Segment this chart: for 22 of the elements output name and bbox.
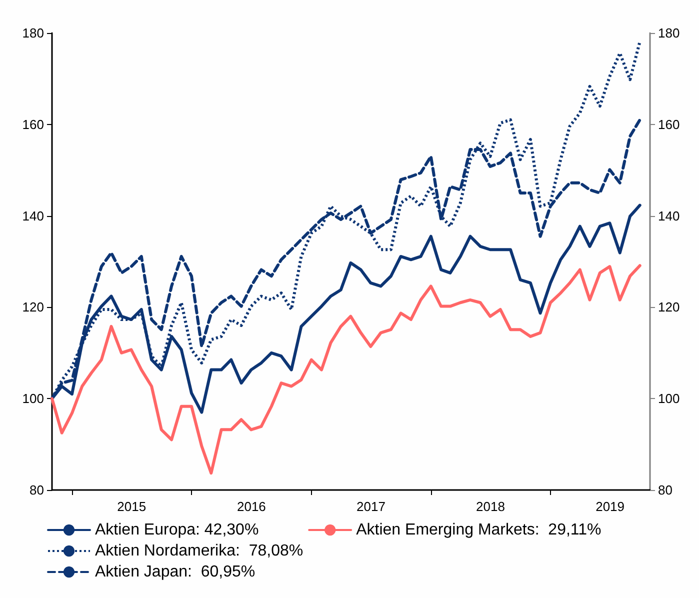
x-tick-label: 2017 (356, 499, 386, 514)
y-tick-label: 80 (30, 482, 44, 498)
y-tick-label: 160 (22, 116, 44, 132)
y-tick-label: 100 (22, 391, 44, 406)
y2-tick-label: 120 (658, 300, 680, 315)
y-tick-label: 120 (22, 300, 44, 315)
y2-tick-label: 80 (658, 482, 672, 498)
x-tick-label: 2018 (476, 499, 505, 514)
x-tick-label: 2016 (236, 499, 266, 514)
legend-label: Aktien Emerging Markets: 29,11% (356, 522, 602, 538)
x-tick-label: 2019 (596, 499, 625, 514)
line-series (50, 264, 642, 475)
legend-label: Aktien Europa: 42,30% (95, 522, 259, 538)
y2-tick-label: 180 (658, 26, 680, 40)
y2-tick-label: 160 (658, 116, 680, 132)
x-tick-label: 2015 (117, 499, 146, 514)
y-tick-label: 180 (22, 26, 44, 40)
y2-tick-label: 100 (658, 391, 680, 406)
y-tick-label: 140 (22, 208, 44, 224)
legend-label: Aktien Japan: 60,95% (95, 564, 256, 580)
legend-label: Aktien Nordamerika: 78,08% (95, 542, 304, 560)
y2-tick-label: 140 (658, 208, 680, 224)
